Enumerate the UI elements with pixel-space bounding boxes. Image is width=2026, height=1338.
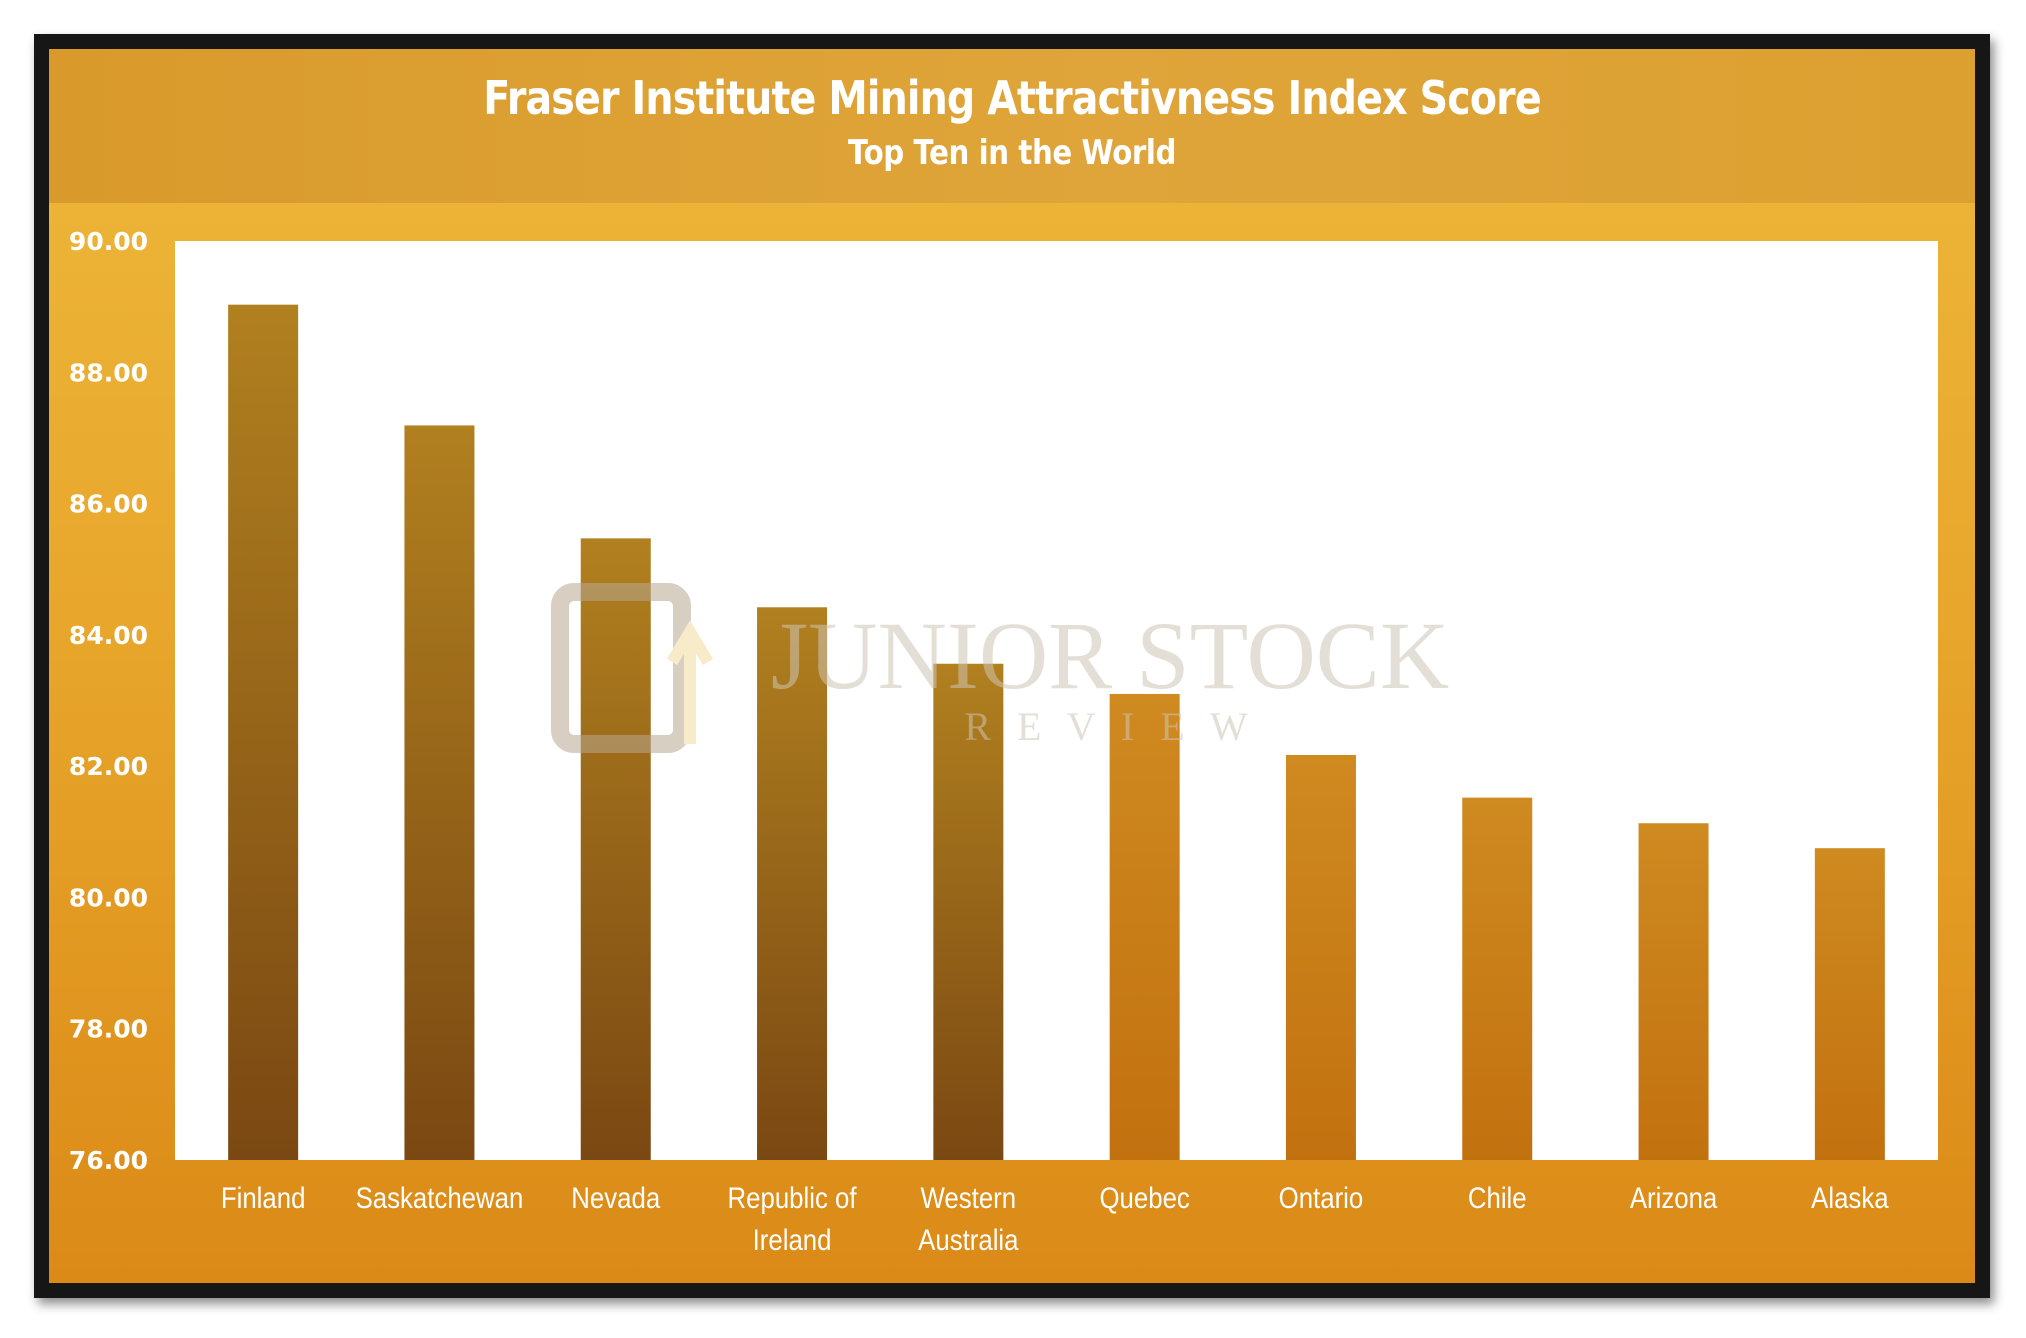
title-band — [49, 49, 1975, 203]
x-tick-label: Chile — [1468, 1181, 1527, 1214]
bars-layer — [228, 304, 1885, 1160]
x-tick-label: Western — [921, 1181, 1017, 1214]
y-tick-label: 82.00 — [69, 752, 148, 781]
y-tick-label: 80.00 — [69, 883, 148, 912]
bar-finland — [228, 304, 299, 1160]
bar-chile — [1462, 797, 1533, 1160]
chart-subtitle: Top Ten in the World — [847, 133, 1177, 173]
y-tick-label: 76.00 — [69, 1146, 148, 1175]
bar-republic-of-ireland — [757, 607, 828, 1160]
bar-saskatchewan — [404, 425, 475, 1160]
bar-quebec — [1109, 693, 1180, 1160]
watermark-text: JUNIOR STOCK — [771, 602, 1449, 709]
x-tick-label: Quebec — [1099, 1181, 1189, 1214]
bar-nevada — [580, 538, 651, 1160]
bar-arizona — [1638, 823, 1709, 1160]
y-axis: 76.00 78.00 80.00 82.00 84.00 86.00 88.00 90.00 — [69, 227, 148, 1175]
x-tick-label: Australia — [918, 1223, 1019, 1256]
x-tick-label: Ontario — [1279, 1181, 1364, 1214]
bar-alaska — [1814, 848, 1885, 1160]
x-tick-label: Finland — [221, 1181, 306, 1214]
x-tick-label: Nevada — [571, 1181, 660, 1214]
x-tick-label: Arizona — [1630, 1181, 1718, 1214]
y-tick-label: 86.00 — [69, 490, 148, 519]
y-tick-label: 90.00 — [69, 227, 148, 256]
bar-ontario — [1285, 754, 1356, 1160]
watermark-subtext: R E V I E W — [964, 704, 1255, 749]
x-tick-label: Ireland — [753, 1223, 832, 1256]
chart-title: Fraser Institute Mining Attractivness In… — [483, 71, 1541, 125]
y-tick-label: 88.00 — [69, 358, 148, 387]
x-tick-label: Alaska — [1811, 1181, 1889, 1214]
x-tick-label: Republic of — [728, 1181, 857, 1214]
watermark-logo: JUNIOR STOCK R E V I E W — [551, 583, 1449, 753]
x-axis: Finland Saskatchewan Nevada Republic of Irel… — [221, 1181, 1889, 1256]
bar-western-australia — [933, 663, 1004, 1160]
y-tick-label: 78.00 — [69, 1015, 148, 1044]
x-tick-label: Saskatchewan — [356, 1181, 524, 1214]
y-tick-label: 84.00 — [69, 621, 148, 650]
